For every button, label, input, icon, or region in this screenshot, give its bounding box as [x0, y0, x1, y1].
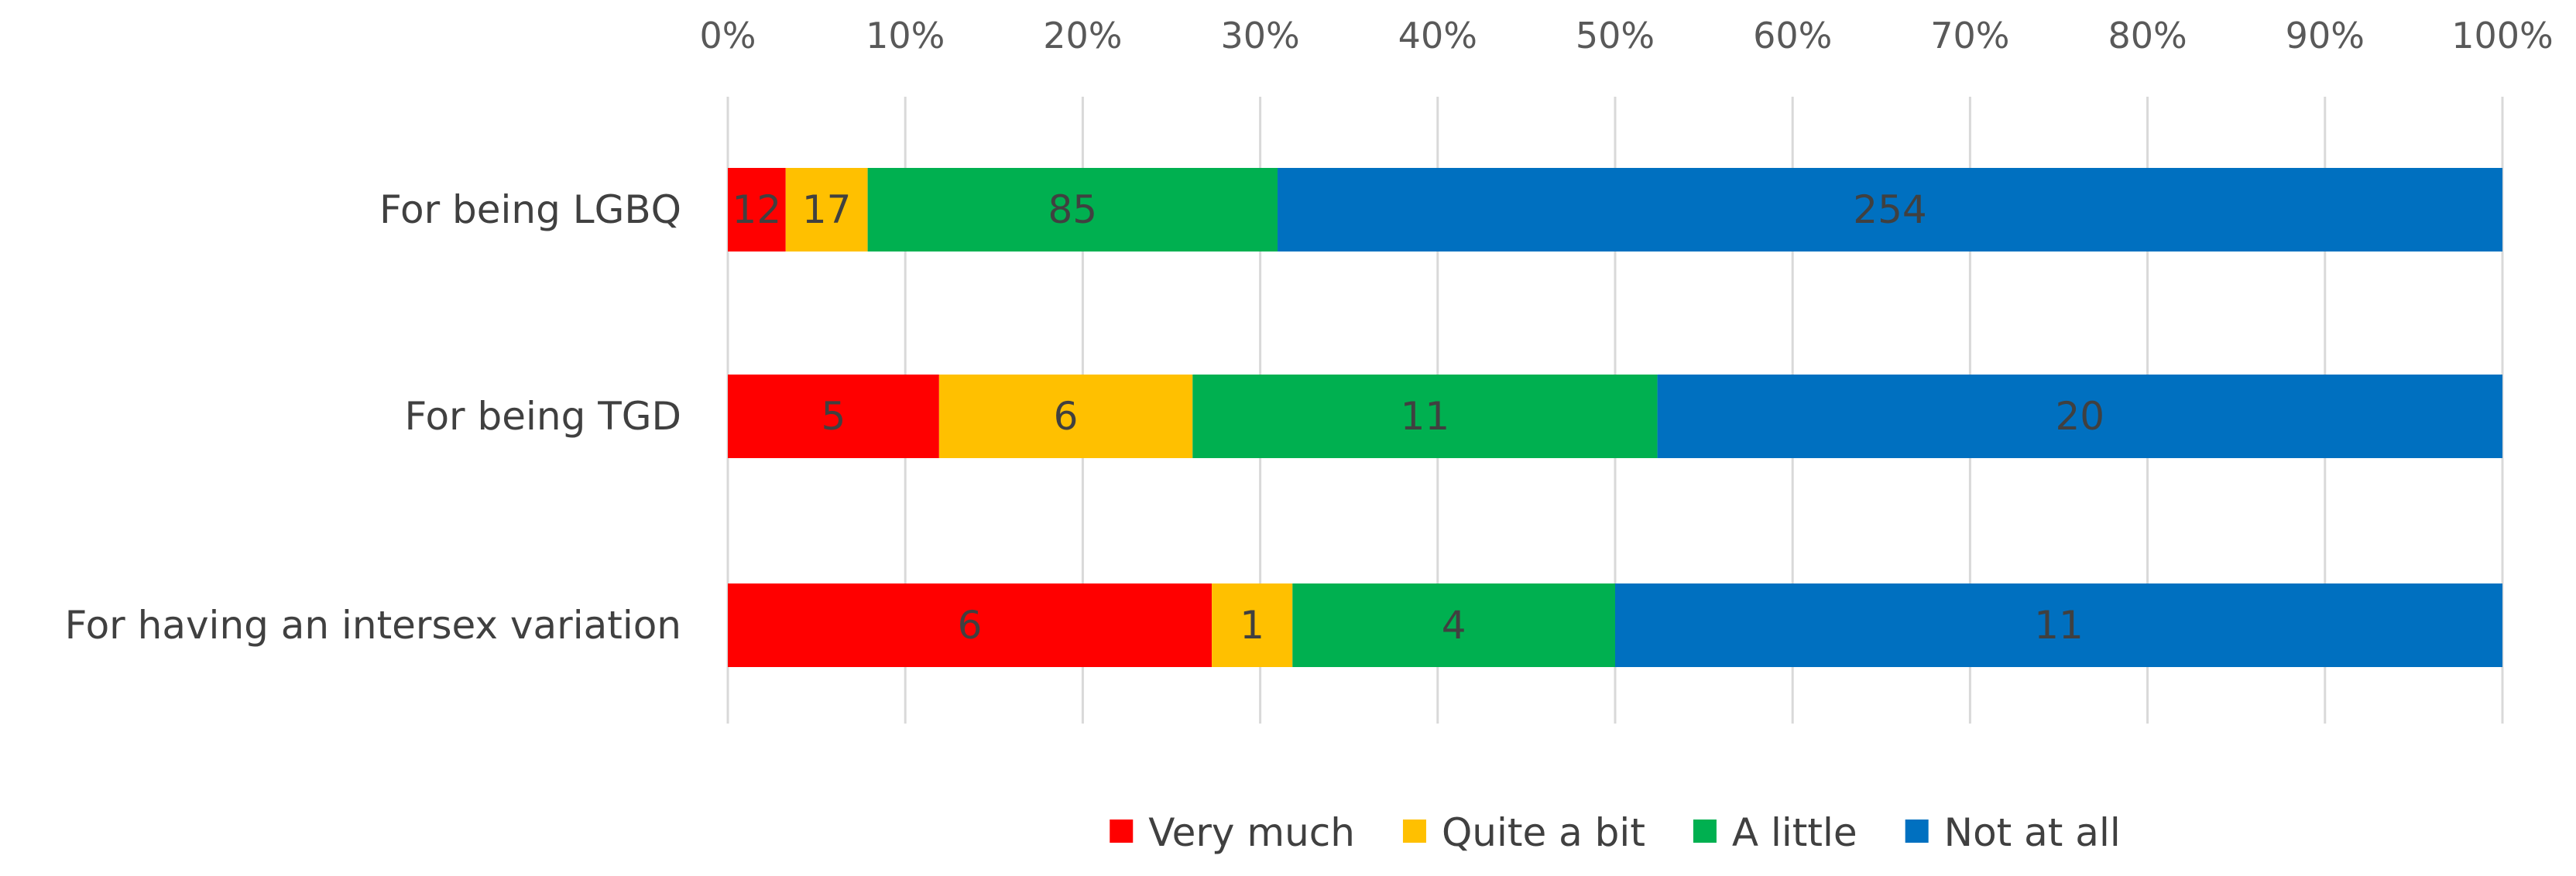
- legend: Very much Quite a bit A little Not at all: [1110, 810, 2121, 855]
- x-tick-label: 20%: [1043, 15, 1122, 56]
- bar-segment: [1615, 583, 2502, 667]
- data-label: 4: [1442, 603, 1466, 648]
- x-tick-label: 40%: [1398, 15, 1477, 56]
- data-label: 5: [822, 394, 846, 439]
- x-tick-label: 50%: [1576, 15, 1655, 56]
- x-tick-label: 90%: [2286, 15, 2365, 56]
- bar-segment: [1292, 583, 1615, 667]
- data-label: 20: [2055, 394, 2104, 439]
- bar-segment: [1657, 375, 2502, 458]
- legend-label: Quite a bit: [1442, 810, 1645, 855]
- x-tick-label: 60%: [1753, 15, 1832, 56]
- category-label: For being TGD: [404, 394, 681, 439]
- legend-item: Quite a bit: [1402, 810, 1645, 855]
- data-label: 1: [1240, 603, 1264, 648]
- x-tick-label: 10%: [866, 15, 945, 56]
- x-tick-label: 100%: [2451, 15, 2554, 56]
- x-tick-label: 80%: [2108, 15, 2187, 56]
- data-label: 12: [732, 187, 782, 232]
- bar-segment: [1192, 375, 1658, 458]
- category-label: For having an intersex variation: [65, 603, 681, 648]
- data-label: 254: [1853, 187, 1926, 232]
- legend-swatch: [1402, 820, 1426, 843]
- legend-swatch: [1905, 820, 1929, 843]
- x-axis-ticks: 0% 10% 20% 30% 40% 50% 60% 70% 80% 90% 100%: [700, 15, 2554, 56]
- legend-swatch: [1110, 820, 1134, 843]
- data-label: 11: [2034, 603, 2084, 648]
- data-label: 6: [958, 603, 983, 648]
- data-label: 17: [802, 187, 852, 232]
- legend-item: Not at all: [1905, 810, 2121, 855]
- x-tick-label: 0%: [700, 15, 756, 56]
- legend-label: Very much: [1148, 810, 1355, 855]
- data-label: 6: [1054, 394, 1079, 439]
- bar-segment: [1278, 168, 2502, 252]
- legend-item: A little: [1693, 810, 1857, 855]
- legend-label: A little: [1732, 810, 1857, 855]
- legend-swatch: [1693, 820, 1717, 843]
- data-label: 85: [1048, 187, 1098, 232]
- bar-segment: [1212, 583, 1293, 667]
- category-label: For being LGBQ: [379, 187, 681, 232]
- bar-segment: [728, 375, 939, 458]
- data-label: 11: [1401, 394, 1450, 439]
- x-tick-label: 70%: [1930, 15, 2009, 56]
- bar-segment: [938, 375, 1193, 458]
- bars: 12 17 85 254 5 6 11 20 6 1 4 11: [728, 168, 2502, 667]
- legend-item: Very much: [1110, 810, 1355, 855]
- legend-label: Not at all: [1944, 810, 2121, 855]
- category-labels: For being LGBQ For being TGD For having an…: [65, 187, 681, 648]
- bar-segment: [867, 168, 1278, 252]
- bar-segment: [785, 168, 868, 252]
- bar-segment: [728, 168, 786, 252]
- bar-segment: [728, 583, 1213, 667]
- x-tick-label: 30%: [1220, 15, 1299, 56]
